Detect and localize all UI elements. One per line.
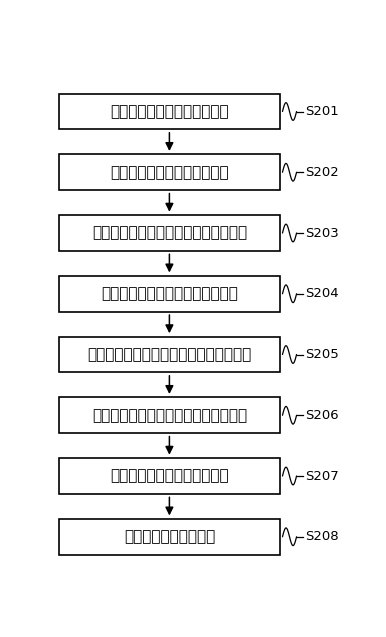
- Text: 利用水准仪采集条码标尺图像: 利用水准仪采集条码标尺图像: [110, 104, 229, 119]
- FancyBboxPatch shape: [59, 519, 280, 555]
- FancyBboxPatch shape: [59, 276, 280, 311]
- Text: S206: S206: [305, 409, 339, 422]
- FancyBboxPatch shape: [59, 336, 280, 373]
- Text: 获取条码标尺图像中所有待处理网格图像: 获取条码标尺图像中所有待处理网格图像: [87, 347, 252, 362]
- Text: 计算每个待处理网格图像的增强必要性: 计算每个待处理网格图像的增强必要性: [92, 408, 247, 423]
- Text: S205: S205: [305, 348, 339, 361]
- FancyBboxPatch shape: [59, 94, 280, 129]
- FancyBboxPatch shape: [59, 397, 280, 433]
- Text: S208: S208: [305, 530, 339, 543]
- FancyBboxPatch shape: [59, 154, 280, 190]
- Text: 计算每个网格图像的灰度方差: 计算每个网格图像的灰度方差: [110, 165, 229, 180]
- FancyBboxPatch shape: [59, 215, 280, 251]
- Text: 计算每个目标网格区域的两级分化程度: 计算每个目标网格区域的两级分化程度: [92, 225, 247, 241]
- Text: 计算目标网格图像的二次分割概率: 计算目标网格图像的二次分割概率: [101, 286, 238, 301]
- Text: S204: S204: [305, 287, 339, 300]
- Text: 获取水准仪的测量结果: 获取水准仪的测量结果: [124, 529, 215, 544]
- Text: S203: S203: [305, 227, 339, 240]
- Text: 对条码标尺图像进行局部增强: 对条码标尺图像进行局部增强: [110, 469, 229, 483]
- Text: S207: S207: [305, 469, 339, 482]
- Text: S201: S201: [305, 105, 339, 118]
- FancyBboxPatch shape: [59, 458, 280, 494]
- Text: S202: S202: [305, 166, 339, 179]
